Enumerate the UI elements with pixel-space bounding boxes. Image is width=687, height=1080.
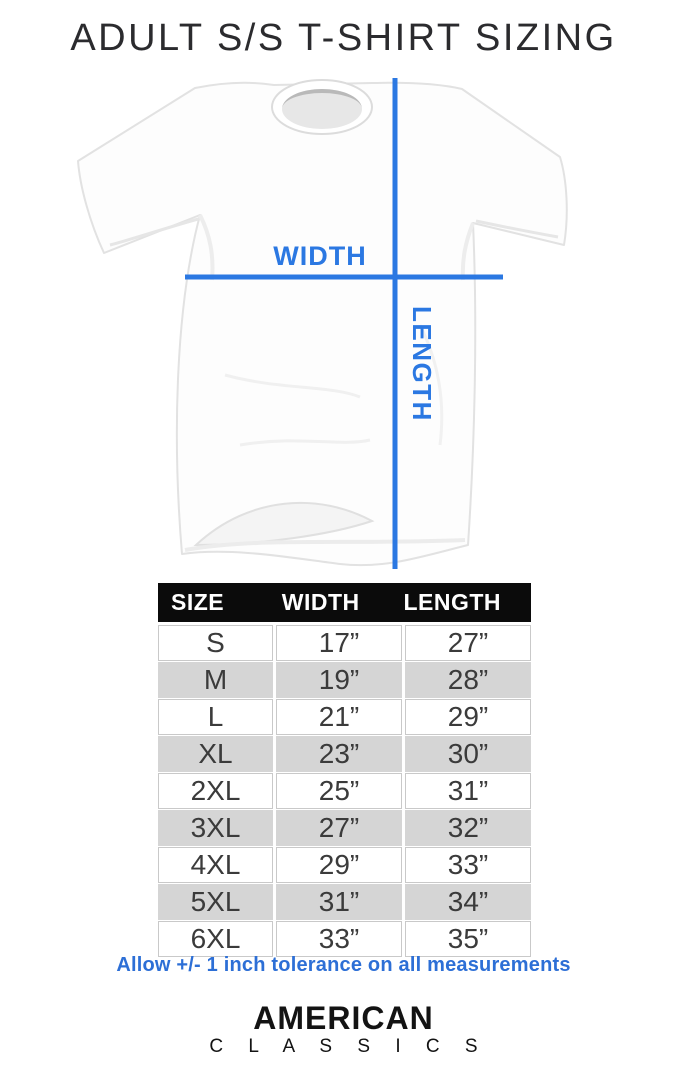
column-header-size: SIZE	[171, 589, 225, 615]
cell-width: 33”	[276, 921, 402, 957]
table-row: 3XL 27” 32”	[158, 810, 531, 846]
table-row: S 17” 27”	[158, 625, 531, 661]
cell-width: 29”	[276, 847, 402, 883]
collar-opening	[282, 89, 362, 129]
cell-width: 23”	[276, 736, 402, 772]
wrinkle-3	[418, 324, 444, 446]
brand-subname: C L A S S I C S	[209, 1036, 488, 1057]
cell-size: 2XL	[158, 773, 273, 809]
table-row: L 21” 29”	[158, 699, 531, 735]
brand-name: AMERICAN	[253, 1000, 434, 1036]
table-row: 6XL 33” 35”	[158, 921, 531, 957]
cell-size: XL	[158, 736, 273, 772]
column-header-width: WIDTH	[281, 589, 360, 615]
cell-length: 27”	[405, 625, 531, 661]
hem-shadow	[184, 538, 466, 552]
cell-size: M	[158, 662, 273, 698]
table-row: 5XL 31” 34”	[158, 884, 531, 920]
cell-width: 27”	[276, 810, 402, 846]
left-underarm-shadow	[198, 214, 215, 281]
right-cuff-fold	[475, 219, 559, 239]
cell-length: 30”	[405, 736, 531, 772]
table-row: M 19” 28”	[158, 662, 531, 698]
left-cuff-fold	[109, 216, 203, 247]
size-table: SIZE WIDTH LENGTH S 17” 27” M 19” 28” L 21” 29” X…	[158, 583, 531, 957]
table-row: XL 23” 30”	[158, 736, 531, 772]
tolerance-note: Allow +/- 1 inch tolerance on all measur…	[116, 954, 571, 976]
tshirt-measurement-diagram: WIDTH LENGTH	[0, 75, 687, 580]
tshirt-body-shape	[77, 81, 568, 567]
cell-width: 21”	[276, 699, 402, 735]
cell-width: 31”	[276, 884, 402, 920]
size-table-body: S 17” 27” M 19” 28” L 21” 29” XL 23” 30” 2XL 25” 31” 3X…	[158, 622, 531, 957]
size-table-header: SIZE WIDTH LENGTH	[158, 583, 531, 622]
table-row: 4XL 29” 33”	[158, 847, 531, 883]
cell-length: 29”	[405, 699, 531, 735]
cell-size: S	[158, 625, 273, 661]
cell-size: 6XL	[158, 921, 273, 957]
wrinkle-2	[239, 438, 371, 447]
cell-size: 3XL	[158, 810, 273, 846]
collar-inner-shadow	[282, 89, 362, 109]
brand-logo: AMERICAN C L A S S I C S	[0, 1000, 687, 1058]
cell-width: 17”	[276, 625, 402, 661]
width-line-label: WIDTH	[273, 241, 366, 271]
column-header-length: LENGTH	[403, 589, 501, 615]
cell-length: 31”	[405, 773, 531, 809]
cell-length: 33”	[405, 847, 531, 883]
length-line-label: LENGTH	[407, 306, 437, 422]
cell-size: L	[158, 699, 273, 735]
page-title: ADULT S/S T-SHIRT SIZING	[70, 17, 617, 59]
cell-length: 28”	[405, 662, 531, 698]
tshirt-graphic: WIDTH LENGTH	[77, 78, 568, 569]
cell-length: 34”	[405, 884, 531, 920]
table-row: 2XL 25” 31”	[158, 773, 531, 809]
cell-length: 32”	[405, 810, 531, 846]
cell-width: 19”	[276, 662, 402, 698]
cell-width: 25”	[276, 773, 402, 809]
wrinkle-1	[224, 373, 361, 399]
cell-size: 4XL	[158, 847, 273, 883]
cell-size: 5XL	[158, 884, 273, 920]
cell-length: 35”	[405, 921, 531, 957]
